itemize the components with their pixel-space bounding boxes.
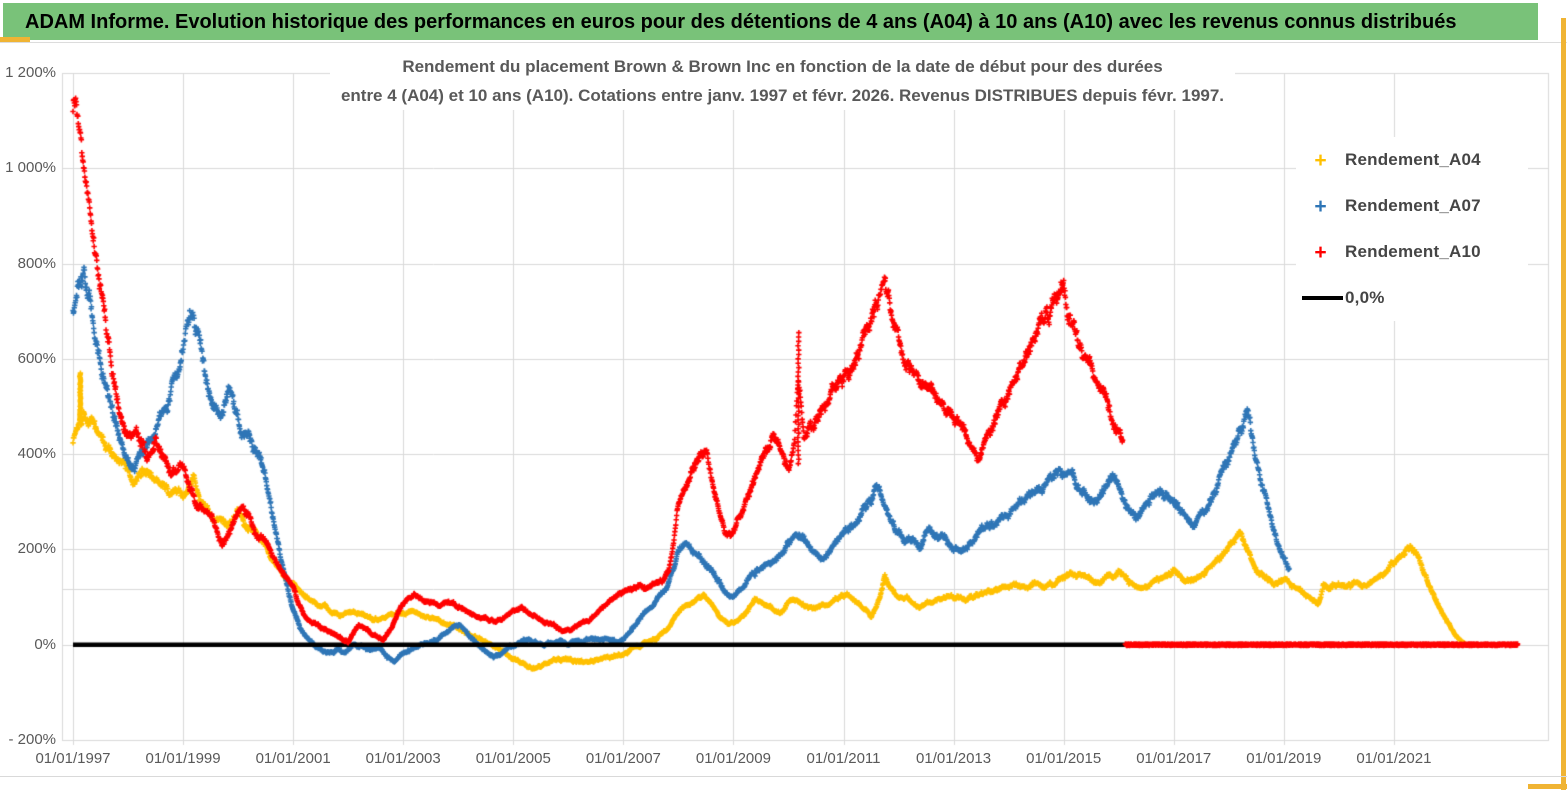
y-axis-label: - 200%	[8, 731, 56, 748]
y-axis-label: 1 200%	[5, 64, 56, 81]
x-axis-label: 01/01/2015	[1026, 750, 1102, 767]
chart-legend: + Rendement_A04 + Rendement_A07 + Rendement_A…	[1296, 137, 1528, 321]
y-axis-label: 0%	[34, 635, 56, 653]
x-axis-label: 01/01/2009	[695, 750, 771, 767]
legend-item-rendement-a10[interactable]: + Rendement_A10	[1296, 229, 1528, 275]
legend-plus-marker-icon: +	[1314, 194, 1327, 218]
x-axis-label: 01/01/1997	[35, 750, 111, 767]
x-axis-label: 01/01/2005	[475, 750, 551, 767]
legend-item-rendement-a04[interactable]: + Rendement_A04	[1296, 137, 1528, 183]
chart-title: Rendement du placement Brown & Brown Inc…	[330, 52, 1235, 110]
x-axis-label: 01/01/2003	[365, 750, 441, 767]
x-axis-label: 01/01/2021	[1356, 750, 1432, 767]
y-axis-label: 1 000%	[5, 159, 56, 177]
x-axis-label: 01/01/2007	[585, 750, 661, 767]
y-axis-label: 800%	[17, 254, 56, 272]
legend-line-icon	[1302, 296, 1343, 300]
chart-title-line2: entre 4 (A04) et 10 ans (A10). Cotations…	[340, 86, 1225, 105]
y-axis-label: 400%	[17, 445, 56, 463]
x-axis-label: 01/01/2019	[1246, 750, 1322, 767]
legend-plus-marker-icon: +	[1314, 148, 1327, 172]
y-axis-label: 600%	[17, 349, 56, 367]
x-axis-label: 01/01/2013	[916, 750, 992, 767]
chart-title-line1: Rendement du placement Brown & Brown Inc…	[402, 57, 1163, 76]
x-axis-label: 01/01/2011	[806, 750, 881, 767]
legend-label: Rendement_A04	[1345, 150, 1481, 169]
legend-label: Rendement_A10	[1345, 242, 1481, 261]
legend-plus-marker-icon: +	[1314, 240, 1327, 264]
legend-item-0-0-[interactable]: 0,0%	[1296, 275, 1528, 321]
legend-label: 0,0%	[1345, 288, 1385, 307]
legend-item-rendement-a07[interactable]: + Rendement_A07	[1296, 183, 1528, 229]
legend-label: Rendement_A07	[1345, 196, 1481, 215]
x-axis-label: 01/01/2017	[1136, 750, 1212, 767]
x-axis-label: 01/01/2001	[255, 750, 331, 767]
y-axis-label: 200%	[17, 540, 56, 558]
x-axis-label: 01/01/1999	[145, 750, 221, 767]
